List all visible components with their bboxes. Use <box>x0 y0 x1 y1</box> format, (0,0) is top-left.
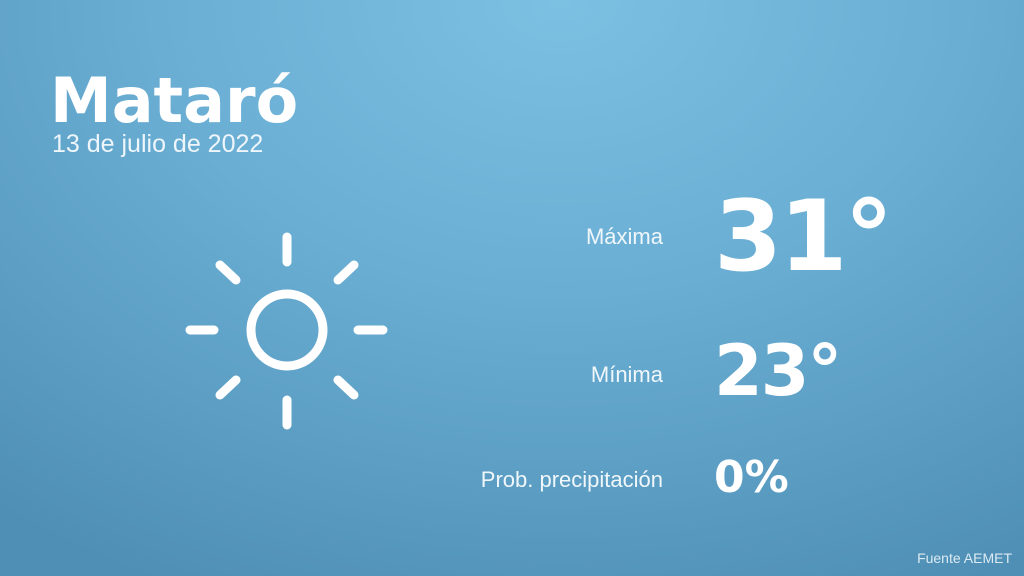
min-temp-value: 23° <box>714 330 842 412</box>
max-temp-value: 31° <box>714 180 893 294</box>
source-credit: Fuente AEMET <box>917 550 1012 566</box>
precip-value: 0% <box>714 452 789 503</box>
forecast-date: 13 de julio de 2022 <box>52 130 264 158</box>
max-temp-label: Máxima <box>585 224 663 249</box>
sun-icon <box>185 232 388 430</box>
min-temp-label: Mínima <box>590 362 663 387</box>
precip-label: Prob. precipitación <box>480 467 663 492</box>
city-title: Mataró <box>50 64 299 137</box>
